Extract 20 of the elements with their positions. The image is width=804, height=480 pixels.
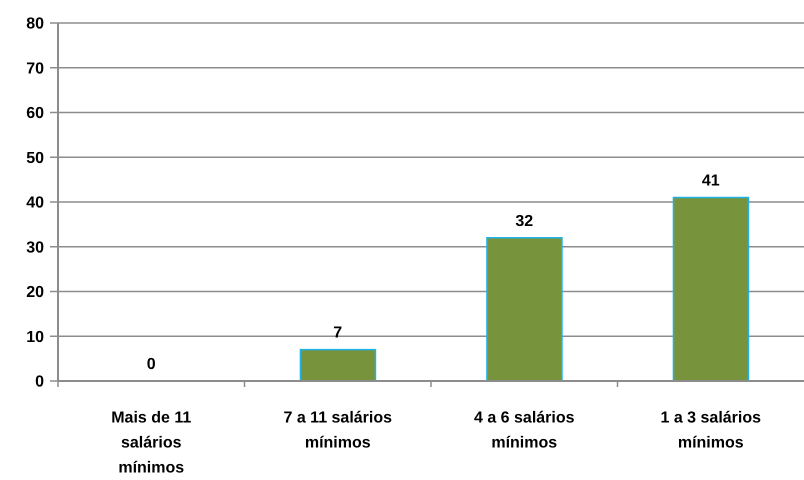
data-label: 32 bbox=[515, 212, 534, 230]
data-label: 0 bbox=[146, 356, 156, 373]
y-tick-label: 80 bbox=[26, 16, 44, 33]
y-tick-label: 20 bbox=[26, 284, 44, 302]
y-tick-label: 60 bbox=[26, 105, 44, 122]
bar bbox=[486, 237, 563, 381]
bar bbox=[672, 196, 750, 381]
data-label: 41 bbox=[702, 172, 720, 190]
x-tick-label: 4 a 6 salários mínimos bbox=[474, 409, 575, 452]
y-tick-label: 10 bbox=[26, 328, 44, 346]
y-tick-label: 0 bbox=[35, 374, 44, 391]
x-tick-label: 7 a 11 salários mínimos bbox=[283, 409, 392, 452]
x-tick-label: 1 a 3 salários mínimos bbox=[660, 409, 762, 452]
y-tick-label: 30 bbox=[26, 239, 44, 256]
y-tick-label: 40 bbox=[26, 194, 44, 212]
data-label: 7 bbox=[333, 324, 342, 342]
x-tick-label: Mais de 11 salários mínimos bbox=[111, 409, 192, 476]
bar bbox=[300, 348, 376, 381]
y-tick-label: 70 bbox=[26, 60, 44, 78]
y-tick-label: 50 bbox=[26, 150, 44, 167]
